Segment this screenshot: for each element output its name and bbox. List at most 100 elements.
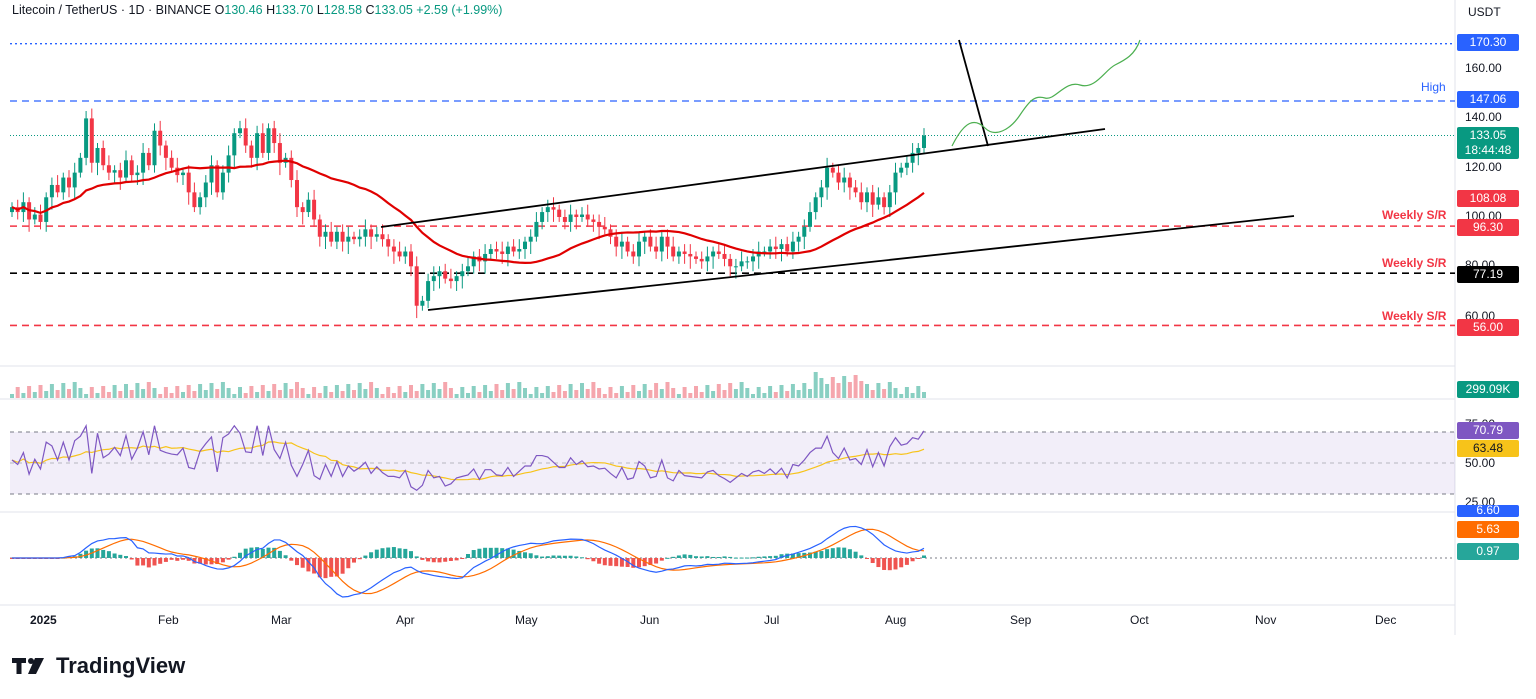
volume-bar [198,384,203,398]
volume-bar [540,393,545,398]
volume-bar [409,385,413,398]
candle-body [409,251,413,267]
volume-bar [317,393,322,398]
candle-body [528,236,533,242]
macd-histogram-bar [477,548,482,558]
candle-body [545,207,550,213]
volume-bar [323,386,328,398]
macd-histogram-bar [505,548,510,558]
candle-body [38,214,43,222]
candle-body [813,197,818,213]
candle-body [574,214,579,217]
high-label: H [266,3,276,17]
volume-bar [192,391,197,398]
macd-histogram-bar [272,547,277,558]
macd-histogram-bar [916,558,921,559]
macd-histogram-bar [494,547,499,558]
macd-histogram-bar [169,558,174,560]
candle-body [494,249,499,252]
volume-bar [152,388,157,398]
candle-body [614,236,619,247]
macd-histogram-bar [728,556,733,558]
candle-body [106,165,111,173]
macd-histogram-bar [585,558,590,560]
volume-bar [699,392,704,398]
volume-bar [899,394,904,398]
candle-body [431,276,436,282]
candle-body [186,172,191,193]
candle-body [369,229,374,237]
candle-body [688,253,693,257]
volume-bar [779,385,784,398]
macd-histogram-bar [124,556,128,558]
macd-histogram-bar [796,553,801,558]
month-label: Aug [885,613,907,627]
macd-histogram-bar [295,558,299,566]
volume-bar [89,387,94,398]
macd-histogram-bar [198,558,203,564]
volume-bar [169,393,174,398]
macd-histogram-bar [751,557,755,559]
macd-histogram-bar [676,555,681,558]
volume-bar [830,377,835,398]
macd-histogram-bar [312,558,317,574]
weekly-sr-label: Weekly S/R [1382,208,1447,222]
macd-line [12,525,925,598]
symbol-title[interactable]: Litecoin / TetherUS · 1D · BINANCE [12,3,212,17]
candle-body [386,239,391,247]
candle-body [426,281,431,301]
volume-bar [38,385,43,398]
volume-bar [557,385,562,398]
macd-histogram-bar [745,557,750,559]
macd-histogram-bar [220,558,225,563]
high-price-tag: 147.06 [1457,91,1519,108]
high-level-label: High [1421,80,1446,94]
candle-body [363,229,368,237]
candle-body [374,234,379,237]
volume-bar [756,387,761,398]
macd-histogram-bar [825,549,830,558]
macd-histogram-bar [893,558,898,570]
candle-body [591,219,596,222]
macd-histogram-bar [574,556,579,558]
volume-bar [751,394,755,398]
volume-bar [300,388,305,398]
volume-bar [203,390,208,398]
volume-bar [10,394,14,398]
month-label: Oct [1130,613,1149,627]
macd-histogram-bar [363,555,368,558]
volume-bar [454,394,459,398]
volume-bar [568,384,573,398]
macd-histogram-bar [414,556,419,558]
candle-body [922,135,926,148]
candle-body [847,177,852,188]
open-label: O [214,3,225,17]
macd-histogram-bar [773,555,778,558]
macd-histogram-bar [471,550,476,558]
macd-histogram-bar [899,558,904,568]
macd-histogram-bar [545,556,550,558]
volume-bar [226,388,231,398]
volume-bar [277,390,282,398]
rsi-ma-line [11,441,925,481]
candle-body [306,199,311,213]
candle-body [72,172,77,188]
macd-histogram-bar [266,547,271,558]
volume-bar [494,384,499,398]
candle-body [181,172,185,176]
macd-histogram-bar [694,556,698,558]
volume-bar [483,385,488,398]
volume-bar [825,384,830,398]
volume-bar [893,388,898,398]
macd-histogram-bar [277,550,282,558]
tradingview-logo[interactable]: TradingView [12,653,185,679]
macd-histogram-bar [466,554,470,558]
candle-body [602,226,607,230]
currency-label[interactable]: USDT [1468,5,1501,19]
candle-body [517,249,522,252]
macd-histogram-bar [448,558,453,561]
volume-bar [910,393,915,398]
candle-body [312,199,317,220]
volume-bar [768,386,773,398]
